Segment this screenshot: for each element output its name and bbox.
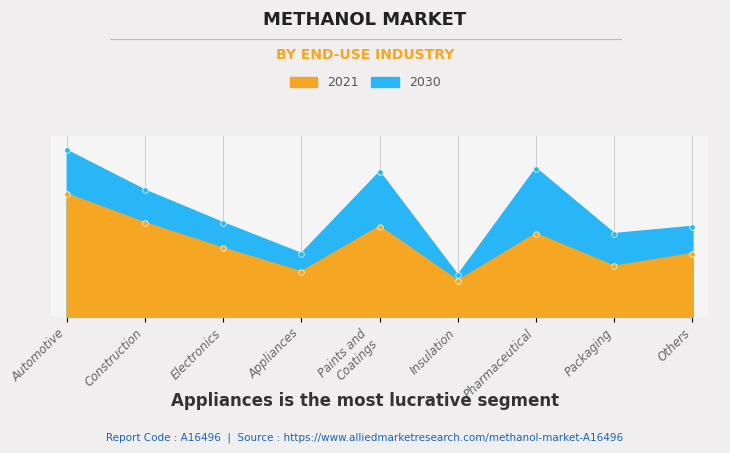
- Text: BY END-USE INDUSTRY: BY END-USE INDUSTRY: [276, 48, 454, 62]
- Text: Appliances is the most lucrative segment: Appliances is the most lucrative segment: [171, 392, 559, 410]
- Legend: 2021, 2030: 2021, 2030: [290, 77, 440, 89]
- Text: Report Code : A16496  |  Source : https://www.alliedmarketresearch.com/methanol-: Report Code : A16496 | Source : https://…: [107, 433, 623, 443]
- Text: METHANOL MARKET: METHANOL MARKET: [264, 11, 466, 29]
